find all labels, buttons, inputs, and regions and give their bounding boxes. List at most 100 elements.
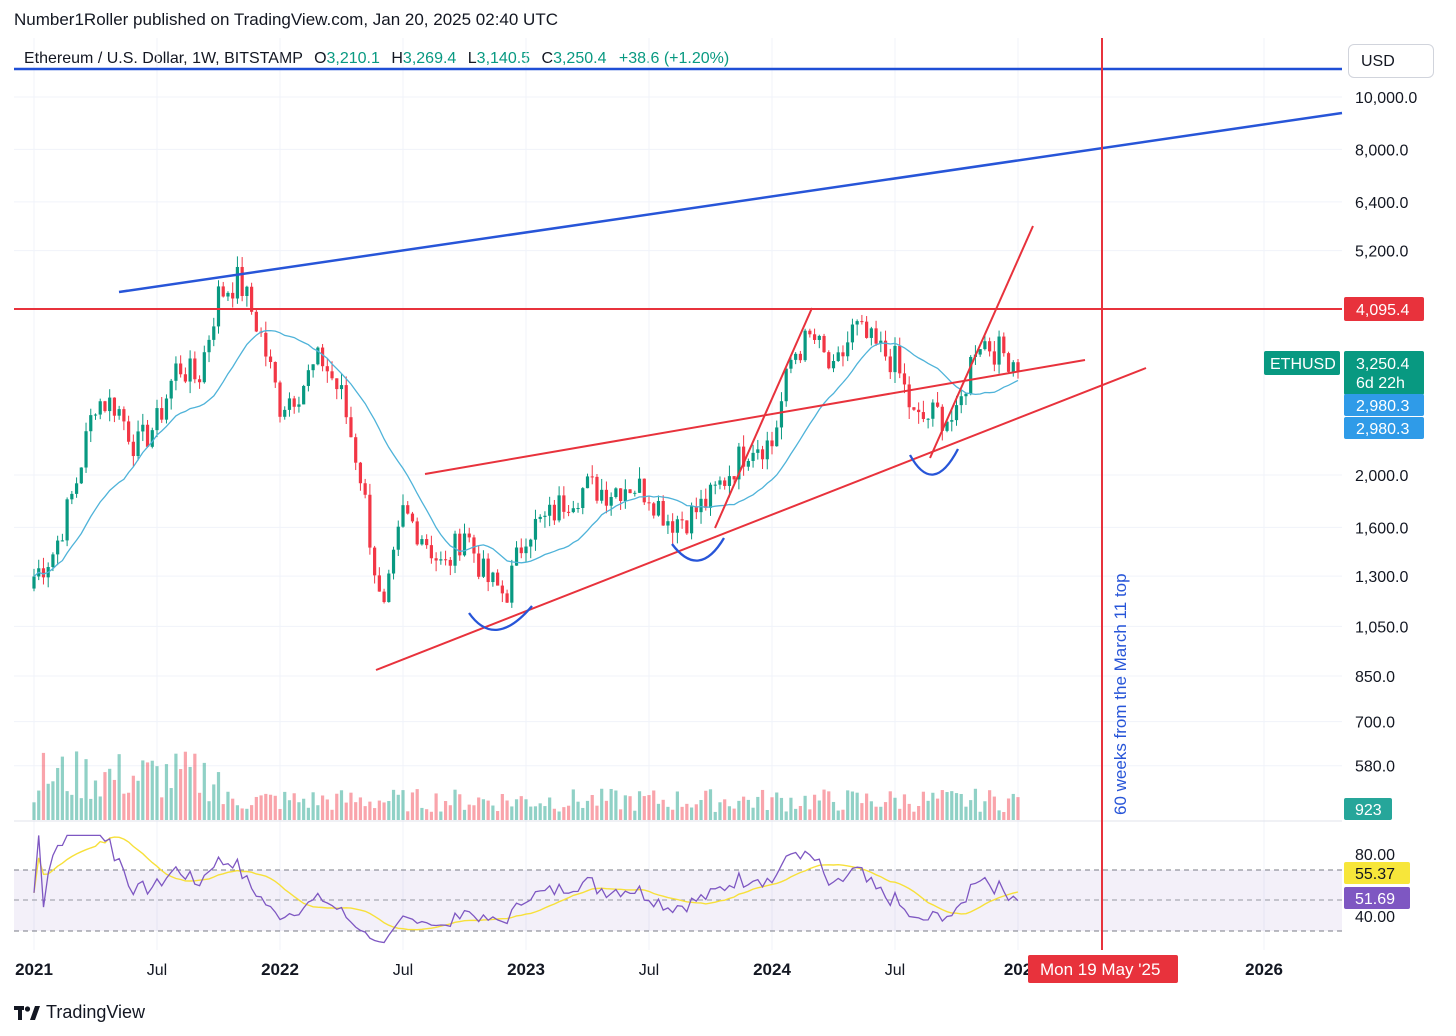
volume-bar [41,752,46,820]
candle-body [349,417,353,438]
candle-body [302,385,306,405]
blue-upper-trendline [118,111,1343,294]
volume-bar [973,788,978,820]
volume-bar [548,797,552,820]
volume-bar [581,807,585,820]
volume-bar [784,811,788,820]
volume-bar [718,802,722,820]
x-tick-label: Jul [885,962,905,979]
volume-bar [997,810,1001,820]
volume-bar [808,809,812,820]
resistance-tag [1344,297,1424,321]
volume-bar [751,807,755,820]
x-tick-label: 2023 [507,960,545,979]
volume-bar [1016,797,1020,820]
volume-bar [874,806,878,820]
vertical-line-annotation: 60 weeks from the March 11 top [1111,573,1130,815]
candle-body [628,489,632,494]
candle-body [84,431,88,468]
candle-body [869,328,873,338]
candle-body [931,402,935,419]
candle-body [250,286,254,312]
volume-bar [183,751,187,820]
candle-body [808,330,812,335]
candle-body [879,340,883,344]
volume-bar [789,797,793,820]
candles [32,256,1020,608]
candle-body [500,585,504,594]
candle-body [335,378,339,390]
candle-body [685,520,689,534]
rsi-ma-tag-text: 55.37 [1355,866,1395,883]
candle-body [32,576,36,589]
ma-tag-2-text: 2,980.3 [1356,421,1409,438]
ma-tag-1 [1344,394,1424,416]
candle-body [202,352,206,383]
candle-body [822,335,826,353]
volume-bar [590,794,594,820]
volume-bar [647,795,651,820]
candle-body [590,476,594,478]
change-value: +38.6 (+1.20%) [618,50,730,67]
candle-body [60,540,64,542]
volume-bar [727,806,732,820]
candle-body [723,480,727,486]
volume-bar [89,798,93,820]
volume-bar [931,792,935,820]
volume-bar [164,764,169,820]
high-label: H [391,50,403,67]
candle-body [727,476,732,486]
candle-body [571,508,575,513]
volume-bar [60,756,64,820]
candle-body [377,575,381,592]
x-tick-label: 2022 [261,960,299,979]
candle-body [420,539,424,545]
volume-bar [765,810,769,820]
candle-body [732,476,736,480]
candle-body [415,521,419,545]
volume-bar [439,811,443,820]
volume-bar [415,789,419,820]
cup-arc-1 [468,605,533,631]
candle-body [477,553,481,577]
x-tick-label: 2024 [753,960,791,979]
volume-bar [680,806,684,820]
candle-body [56,540,60,555]
volume-bar [259,795,263,820]
candle-body [883,340,888,357]
red-upper-wedge-line [424,359,1086,475]
volume-bar [391,789,396,820]
currency-button[interactable]: USD [1348,44,1434,78]
candle-body [273,361,277,383]
candle-body [552,504,556,521]
volume-bar [978,811,982,820]
candle-body [647,502,651,504]
volume-bar [992,796,996,820]
volume-bar [855,792,859,820]
candle-body [992,351,996,365]
volume-bar [74,751,79,820]
candle-body [519,547,523,554]
volume-bar [486,800,490,820]
volume-bar [32,802,36,820]
volume-bar [382,802,386,820]
candle-body [108,397,112,412]
tradingview-logo[interactable]: TradingView [14,1002,145,1023]
grid [14,38,1342,950]
candle-body [529,539,533,547]
volume-bar [562,807,566,820]
volume-bar [756,796,760,820]
volume-bar [836,810,840,820]
candle-body [183,374,187,382]
candle-body [103,401,107,412]
volume-bar [141,760,145,820]
candle-body [467,533,471,538]
candle-body [978,349,982,355]
candle-body [51,554,55,567]
volume-bar [812,794,817,820]
low-value: 3,140.5 [476,50,531,67]
candle-body [155,408,159,431]
volume-bar [604,800,609,820]
red-lower-wedge-line [375,367,1147,671]
